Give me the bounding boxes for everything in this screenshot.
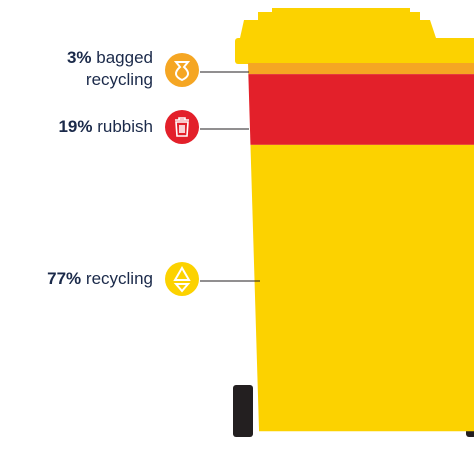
value-label: 3% <box>66 48 92 67</box>
bin <box>233 8 474 437</box>
label: 3% bagged recycling <box>33 47 153 91</box>
leaders <box>200 71 260 282</box>
segments <box>248 63 474 432</box>
category-label: rubbish <box>97 117 153 136</box>
segment <box>248 63 474 75</box>
bin-lid <box>235 38 474 64</box>
value-label: 77% <box>47 269 82 288</box>
rubbish-glyph <box>175 117 189 137</box>
icons <box>165 53 199 296</box>
segment <box>250 144 474 432</box>
value-label: 19% <box>58 117 93 136</box>
recycle-glyph <box>173 266 191 293</box>
bag-icon <box>165 53 199 87</box>
bin-lid-top <box>240 20 436 38</box>
label: 77% recycling <box>47 268 153 290</box>
label: 19% rubbish <box>58 116 153 138</box>
wheel <box>233 385 253 437</box>
category-label: recycling <box>85 269 153 288</box>
bin-handle <box>258 8 420 20</box>
category-label: bagged recycling <box>85 48 153 89</box>
segment <box>248 74 474 145</box>
bag-glyph <box>173 61 191 82</box>
